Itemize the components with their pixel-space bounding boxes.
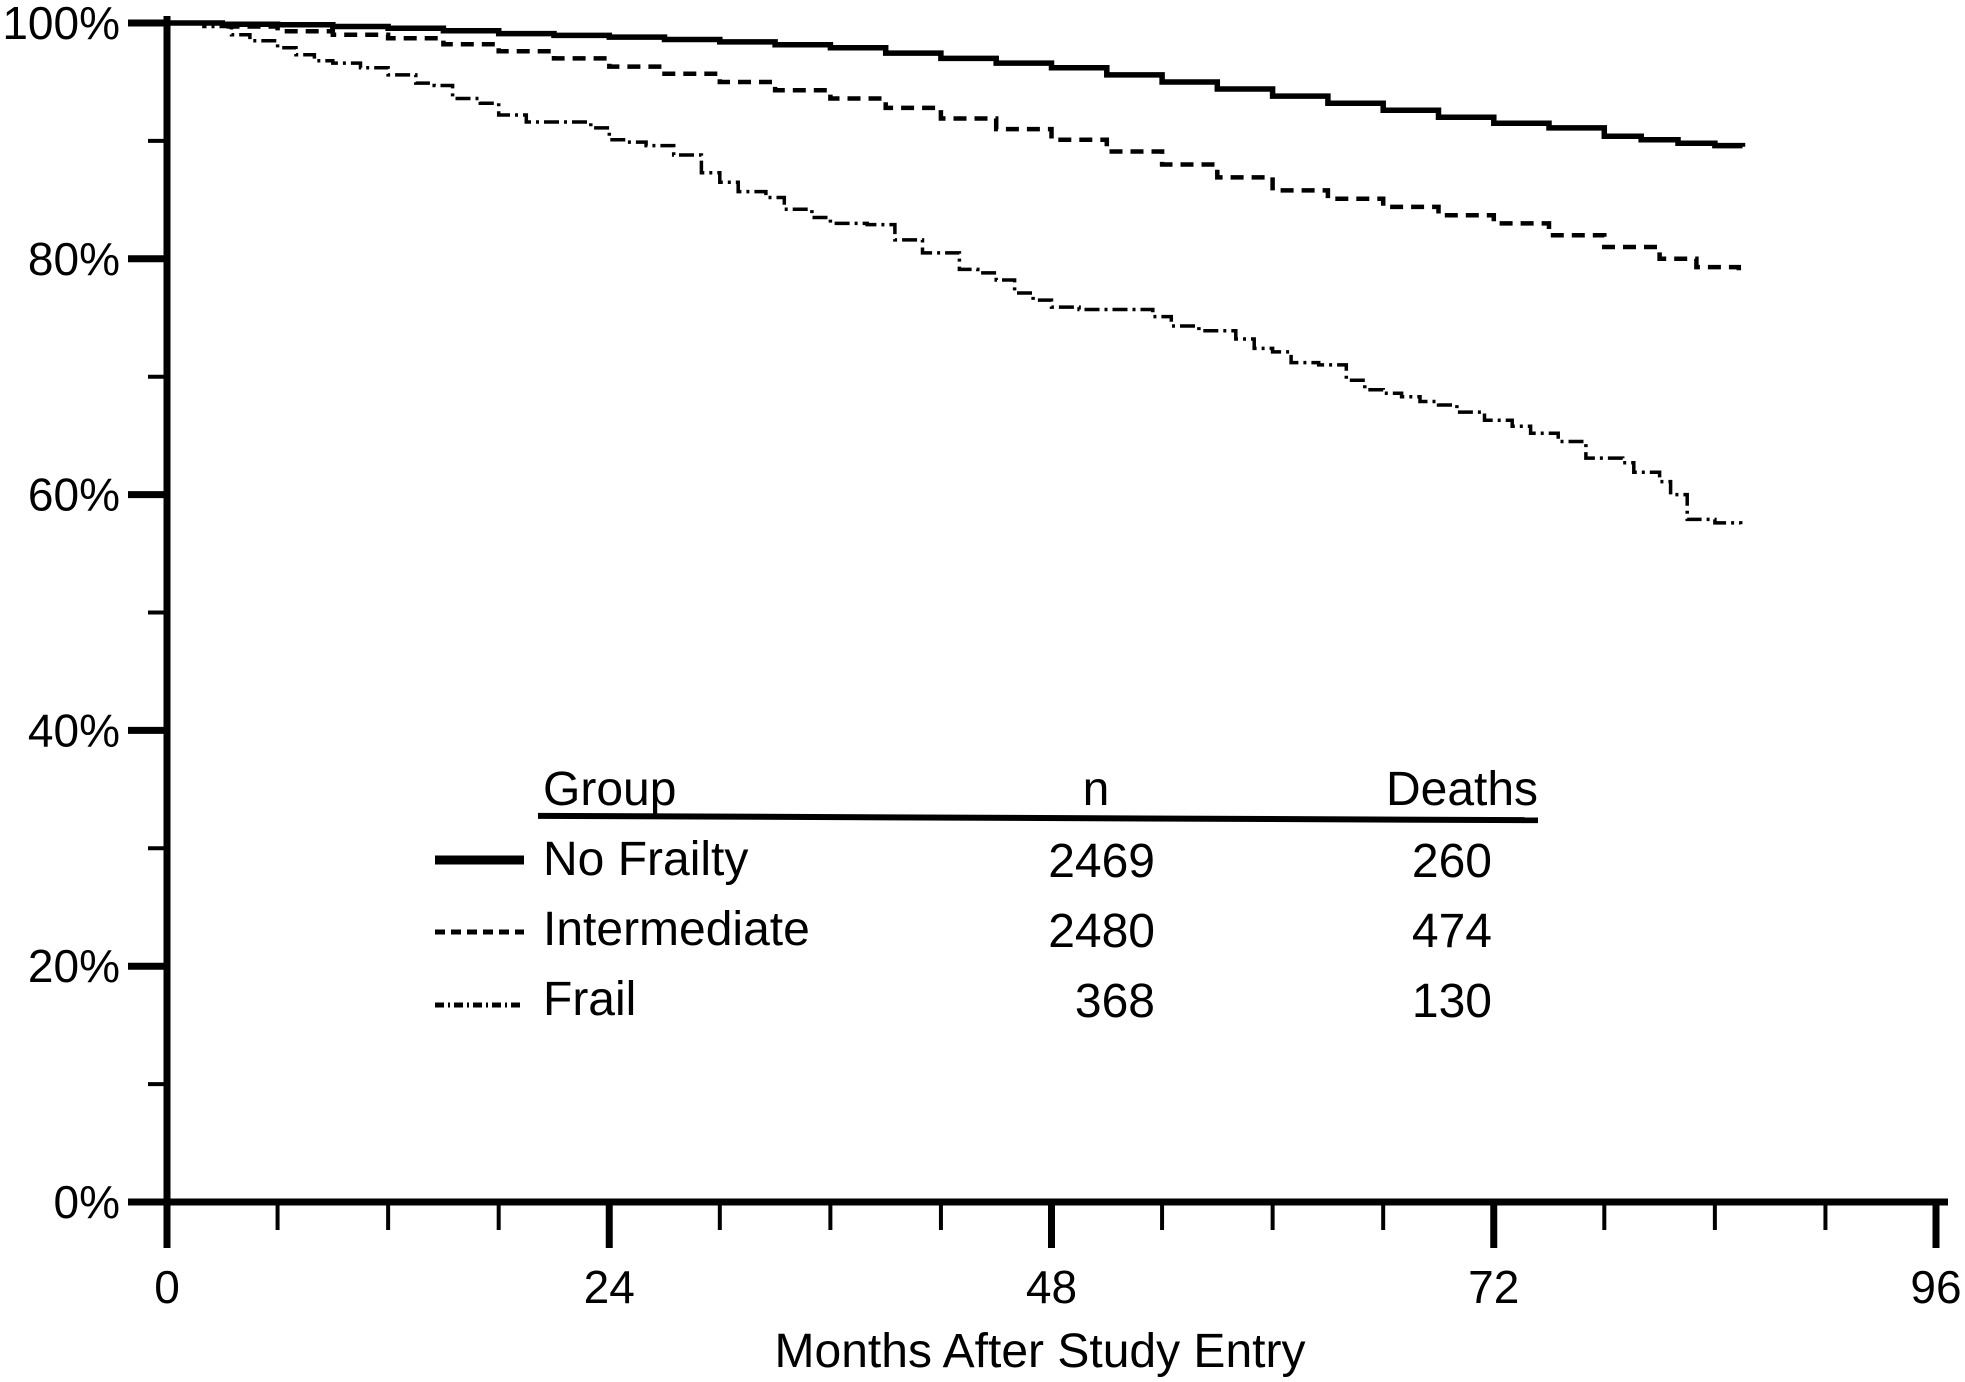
x-axis-title: Months After Study Entry [775,1325,1306,1378]
x-tick-label: 48 [1026,1261,1077,1313]
survival-curve-frail [167,21,1743,525]
survival-curve-intermediate [167,20,1742,277]
x-tick-label: 96 [1910,1261,1961,1313]
y-tick-label: 20% [28,940,120,992]
x-tick-label: 0 [154,1261,180,1313]
y-tick-label: 100% [2,0,120,49]
y-tick-label: 40% [28,704,120,756]
x-tick-label: 24 [584,1261,635,1313]
y-tick-label: 80% [28,233,120,285]
y-tick-label: 60% [28,469,120,521]
y-tick-label: 0% [54,1176,120,1228]
x-tick-label: 72 [1468,1261,1519,1313]
survival-curve-no-frailty [167,20,1746,149]
